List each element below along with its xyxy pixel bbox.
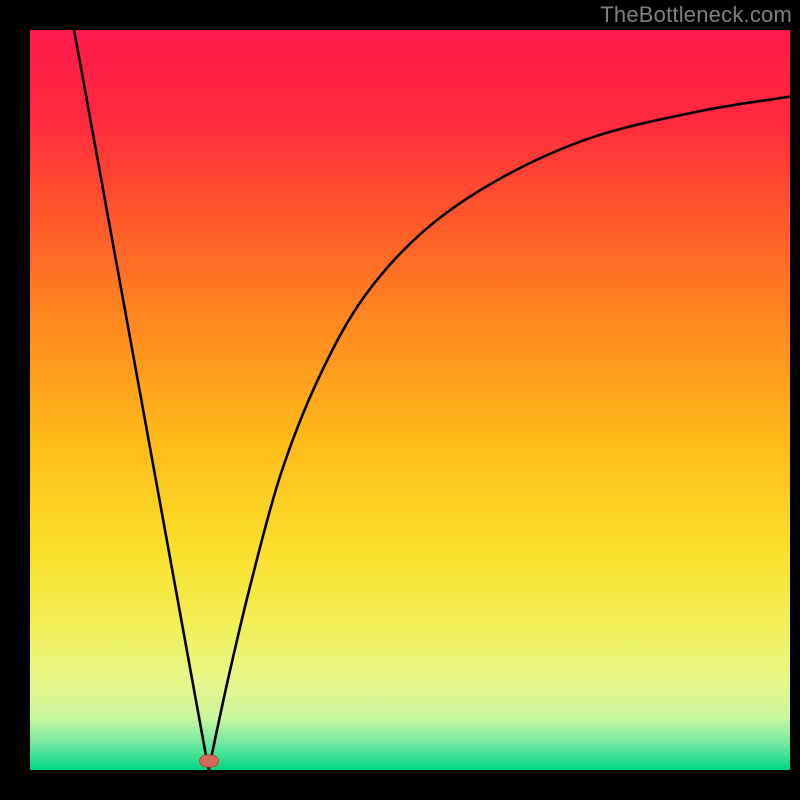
plot-area [30,30,790,770]
bottleneck-curve [30,30,790,770]
optimum-marker [199,755,219,768]
watermark-text: TheBottleneck.com [600,2,792,28]
chart-frame: TheBottleneck.com [0,0,800,800]
